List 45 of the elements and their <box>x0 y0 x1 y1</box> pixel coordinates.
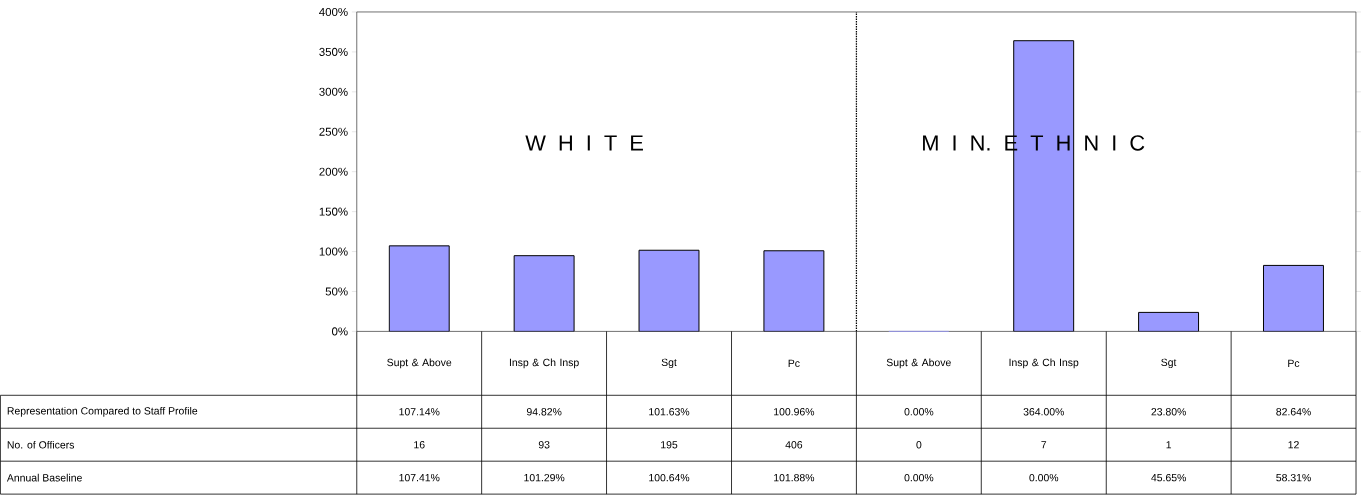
text: Representation Compared to Staff Profile <box>7 406 198 417</box>
text: Annual Baseline <box>6 473 82 482</box>
data-label: 23.80% <box>1151 408 1186 416</box>
data-label: 100.96% <box>774 408 815 416</box>
data-label: 0.00% <box>904 408 934 416</box>
data-label: 364.00% <box>1023 408 1064 416</box>
data-label: 107.14% <box>399 408 440 416</box>
text: 100.64% <box>649 473 690 482</box>
text: 1 <box>1166 441 1172 449</box>
data-label: 82.64% <box>1276 408 1311 416</box>
text: 195 <box>661 440 678 449</box>
text: 0.00% <box>904 473 934 482</box>
x-tick-label: Supt & Above <box>886 358 951 369</box>
text: 93 <box>538 440 550 449</box>
x-tick-label: Insp & Ch Insp <box>509 358 579 369</box>
x-tick-label: Insp & Ch Insp <box>1009 358 1079 369</box>
y-tick-label: 200% <box>319 167 348 176</box>
text: 101.29% <box>524 473 565 482</box>
text: 0 <box>916 440 922 449</box>
y-tick-label: 350% <box>319 47 348 56</box>
text: 0.00% <box>1029 473 1059 482</box>
y-tick-label: 250% <box>319 127 348 136</box>
data-label: 94.82% <box>526 408 562 416</box>
text: 58.31% <box>1276 473 1311 482</box>
text: 101.88% <box>774 473 815 482</box>
x-tick-label: Supt & Above <box>387 358 452 369</box>
x-tick-label: Pc <box>1288 359 1300 367</box>
annotation: W H I T E <box>525 135 643 151</box>
text: No. of Officers <box>7 440 75 449</box>
text: 406 <box>785 440 803 449</box>
y-tick-label: 300% <box>319 87 348 96</box>
x-tick-label: Pc <box>788 359 800 367</box>
y-tick-label: 100% <box>319 247 348 256</box>
data-label: 101.63% <box>649 408 690 416</box>
y-tick-label: 0% <box>331 327 348 336</box>
x-tick-label: Sgt <box>661 358 677 369</box>
y-tick-label: 150% <box>319 207 348 216</box>
y-tick-label: 50% <box>325 287 348 296</box>
text: 12 <box>1288 441 1299 449</box>
text: 45.65% <box>1151 473 1186 482</box>
text: 16 <box>414 440 425 449</box>
y-tick-label: 400% <box>319 7 348 16</box>
text: 7 <box>1041 441 1047 449</box>
x-tick-label: Sgt <box>1161 358 1177 369</box>
text: 107.41% <box>399 473 440 482</box>
